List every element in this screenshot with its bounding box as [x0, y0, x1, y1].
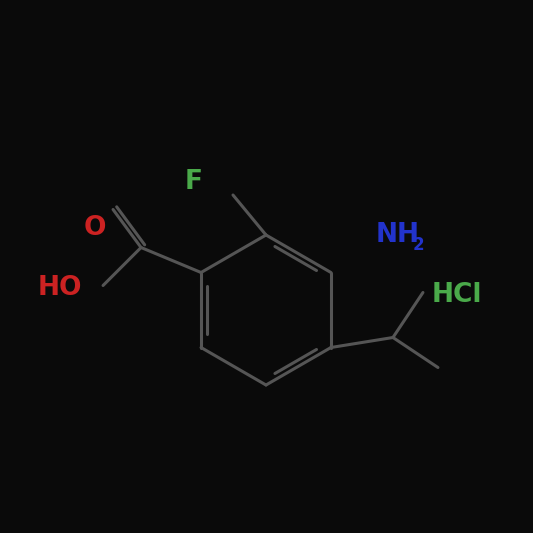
Text: F: F: [185, 169, 203, 195]
Text: O: O: [84, 215, 106, 241]
Text: NH: NH: [376, 222, 420, 248]
Text: 2: 2: [413, 236, 425, 254]
Text: HO: HO: [37, 275, 82, 301]
Text: HCl: HCl: [432, 282, 482, 308]
